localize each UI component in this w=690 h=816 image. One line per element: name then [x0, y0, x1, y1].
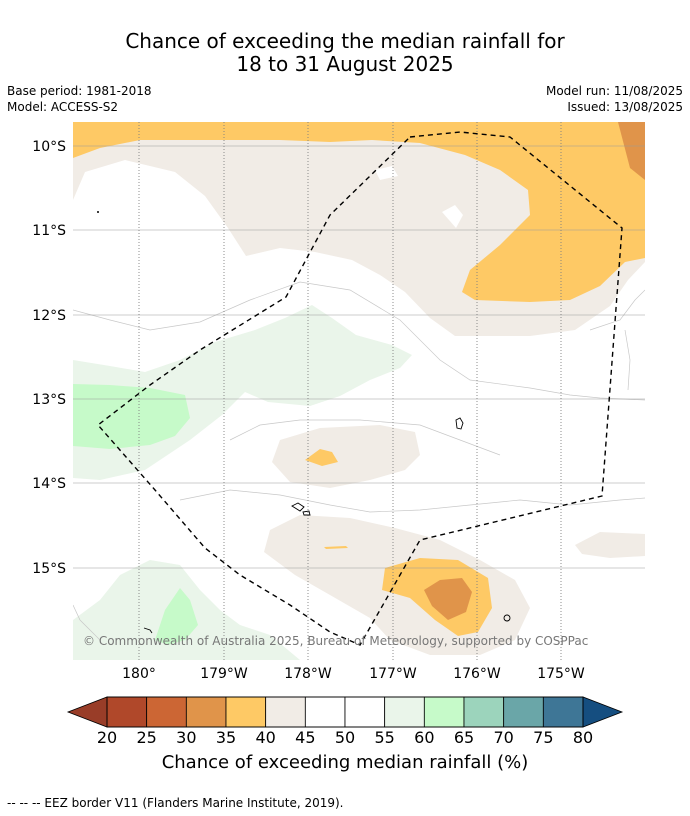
- latitude-label: 13°S: [32, 392, 66, 408]
- colorbar-tick-label: 55: [374, 728, 394, 747]
- colorbar-under-arrow: [66, 696, 108, 728]
- colorbar-tick-label: 35: [216, 728, 236, 747]
- shading-35-40-small: [305, 449, 338, 466]
- colorbar-cell: [146, 696, 187, 728]
- shading-60-65-west: [73, 384, 190, 449]
- colorbar-cell: [423, 696, 465, 728]
- colorbar-tick-label: 70: [493, 728, 513, 747]
- colorbar-cell: [344, 696, 386, 728]
- island-outline: [143, 627, 153, 634]
- title-line-1: Chance of exceeding the median rainfall …: [125, 29, 565, 53]
- colorbar-cell: [463, 696, 505, 728]
- colorbar-cell: [265, 696, 306, 728]
- eez-legend-note: -- -- -- EEZ border V11 (Flanders Marine…: [7, 796, 344, 810]
- shading-60-65-southwest: [155, 588, 198, 645]
- contour-lines: [73, 281, 645, 641]
- island-outline: [455, 417, 464, 430]
- latitude-labels: 10°S 11°S 12°S 13°S 14°S 15°S: [32, 139, 66, 577]
- shading-30-35-south: [424, 578, 472, 620]
- model-run-text: Model run: 11/08/2025: [545, 84, 683, 98]
- colorbar-tick-label: 30: [176, 728, 196, 747]
- latitude-label: 14°S: [32, 476, 66, 492]
- colorbar-outline: [106, 696, 584, 728]
- model-text: Model: ACCESS-S2: [7, 100, 119, 114]
- colorbar-tick-label: 75: [533, 728, 553, 747]
- base-period-text: Base period: 1981-2018: [7, 84, 152, 98]
- eez-border: [96, 131, 623, 646]
- colorbar-cell: [185, 696, 227, 728]
- map-plot-area: © Commonwealth of Australia 2025, Bureau…: [73, 122, 645, 660]
- colorbar-cell: [304, 696, 346, 728]
- colorbar-tick-label: 40: [255, 728, 275, 747]
- left-metadata: Base period: 1981-2018 Model: ACCESS-S2: [7, 83, 152, 115]
- longitude-label: 178°W: [284, 666, 332, 682]
- colorbar-cell: [384, 696, 425, 728]
- white-hole-north: [375, 166, 398, 180]
- latitude-label: 11°S: [32, 223, 66, 239]
- white-hole-west: [138, 234, 198, 290]
- colorbar-label: Chance of exceeding median rainfall (%): [161, 752, 529, 773]
- shading-30-35-northeast: [618, 122, 645, 180]
- colorbar-tick-label: 60: [414, 728, 434, 747]
- longitude-labels: 180° 179°W 178°W 177°W 176°W 175°W: [122, 666, 585, 682]
- latitude-label: 15°S: [32, 561, 66, 577]
- island-outline: [291, 502, 305, 512]
- colorbar-cell: [106, 696, 148, 728]
- longitude-label: 175°W: [537, 666, 585, 682]
- colorbar: 20 25 30 35 40 45 50 55 60 65 70 75 80: [66, 696, 624, 747]
- longitude-label: 176°W: [453, 666, 501, 682]
- colorbar-tick-label: 25: [136, 728, 156, 747]
- map-title: Chance of exceeding the median rainfall …: [0, 30, 690, 76]
- colorbar-tick-label: 45: [295, 728, 315, 747]
- right-metadata: Model run: 11/08/2025 Issued: 13/08/2025: [546, 83, 683, 115]
- shading-35-40-dash: [324, 546, 348, 549]
- shading-40-45-east: [575, 532, 645, 558]
- island-outline: [302, 510, 311, 516]
- colorbar-tick-label: 20: [97, 728, 117, 747]
- shading-40-45-islands-area: [272, 425, 420, 488]
- colorbar-cell: [542, 696, 584, 728]
- colorbar-tick-label: 80: [573, 728, 593, 747]
- issued-text: Issued: 13/08/2025: [567, 100, 683, 114]
- island-outline: [503, 614, 511, 622]
- colorbar-tick-label: 50: [335, 728, 355, 747]
- colorbar-cell: [225, 696, 267, 728]
- colorbar-over-arrow: [582, 696, 624, 728]
- colorbar-cell: [503, 696, 544, 728]
- colorbar-tick-label: 65: [454, 728, 474, 747]
- latitude-label: 10°S: [32, 139, 66, 155]
- longitude-label: 179°W: [200, 666, 248, 682]
- copyright-text: © Commonwealth of Australia 2025, Bureau…: [83, 634, 588, 648]
- gridlines: [73, 122, 645, 660]
- longitude-label: 177°W: [369, 666, 417, 682]
- island-dot: [97, 211, 99, 213]
- shading-35-40-north: [73, 122, 645, 302]
- title-line-2: 18 to 31 August 2025: [236, 52, 454, 76]
- latitude-label: 12°S: [32, 308, 66, 324]
- longitude-label: 180°: [122, 666, 156, 682]
- white-hole-orange: [442, 205, 463, 228]
